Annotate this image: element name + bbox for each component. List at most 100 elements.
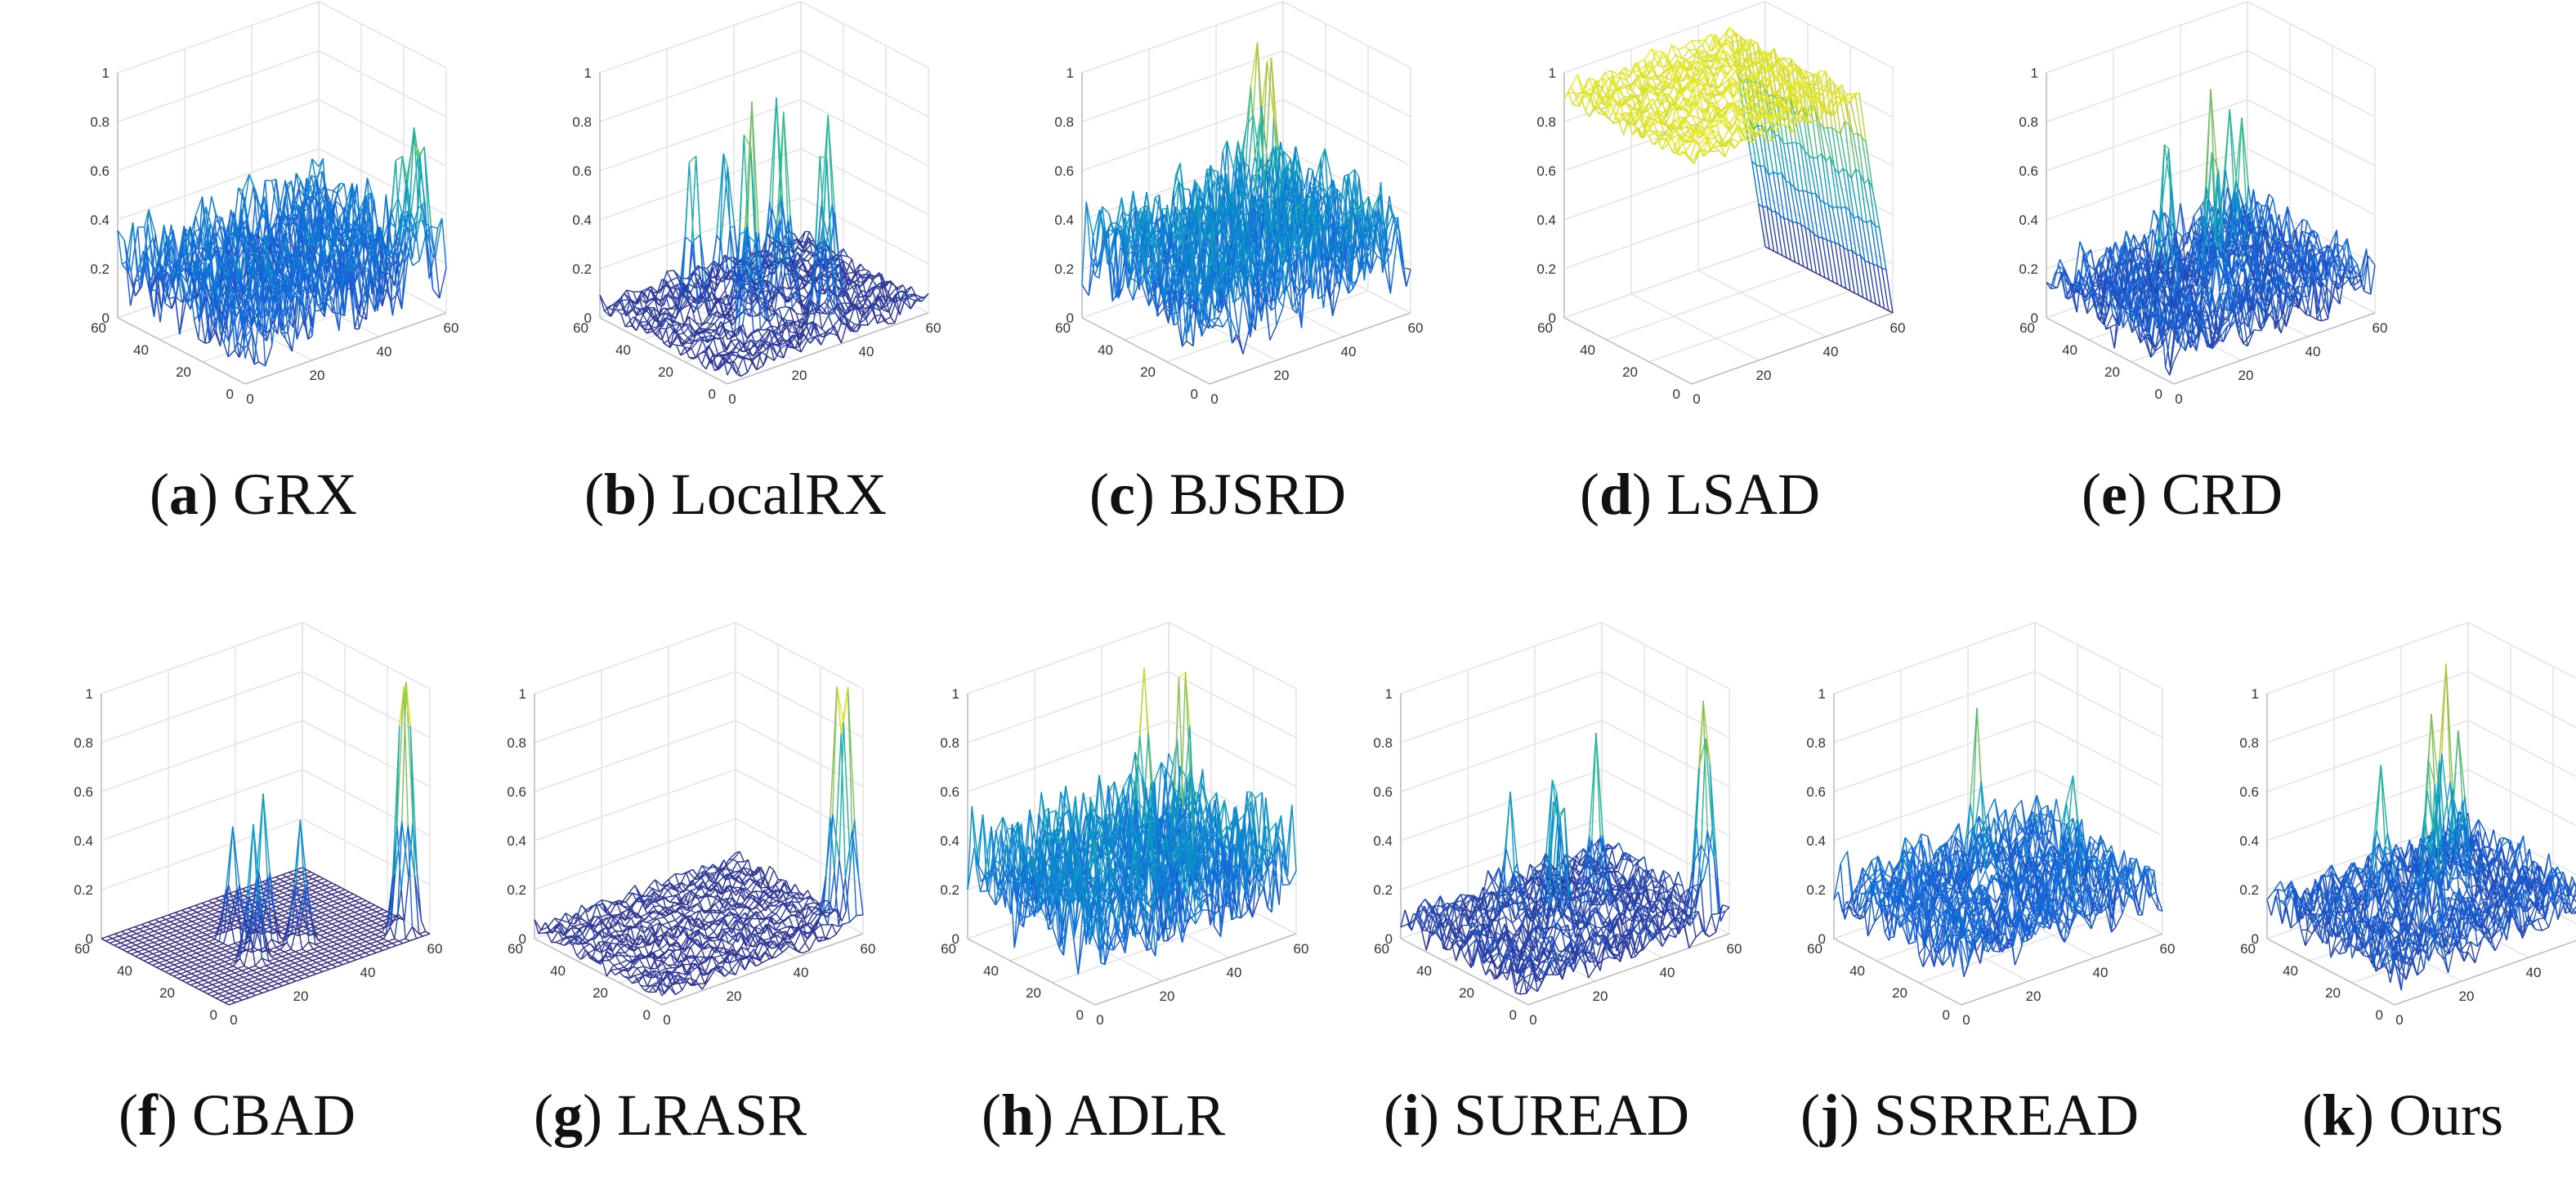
z-tick-label: 0.8: [1373, 735, 1393, 751]
caption-letter: e: [2101, 462, 2127, 527]
surface-mesh-j: [1833, 707, 2163, 977]
z-tick-label: 1: [952, 686, 959, 702]
y-tick-label: 40: [1849, 963, 1865, 979]
caption-title: BJSRD: [1169, 462, 1346, 527]
x-tick-label: 60: [444, 320, 459, 336]
surface-mesh-d: [1563, 27, 1894, 314]
x-tick-label: 0: [663, 1012, 670, 1028]
panel-g: 0 0.2 0.4 0.6 0.8 1 0 20 40 60 0 20 40 60 (g) LRASR: [433, 621, 907, 1148]
caption-title: CBAD: [192, 1082, 356, 1148]
y-tick-label: 40: [2062, 342, 2077, 358]
surface-mesh-b: [599, 97, 929, 377]
z-tick-label: 0.6: [74, 784, 93, 800]
x-tick-label: 20: [1274, 368, 1290, 383]
z-tick-label: 1: [2252, 686, 2259, 702]
caption-title: LSAD: [1666, 462, 1820, 527]
y-tick-label: 60: [1807, 941, 1822, 957]
z-tick-label: 0.2: [940, 882, 959, 898]
z-tick-label: 0.6: [1806, 784, 1826, 800]
caption-letter: f: [138, 1082, 158, 1148]
x-tick-label: 0: [1529, 1012, 1536, 1028]
caption-paren-open: (: [982, 1082, 1001, 1148]
panel-a: 0 0.2 0.4 0.6 0.8 1 0 20 40 60 0 20 40 60 (a) GRX: [16, 0, 490, 527]
z-tick-label: 1: [1818, 686, 1826, 702]
y-tick-label: 40: [2283, 963, 2298, 979]
y-tick-label: 40: [983, 963, 999, 979]
y-tick-label: 20: [2325, 985, 2341, 1001]
caption-paren-close: ): [583, 1082, 617, 1148]
panel-d: 0 0.2 0.4 0.6 0.8 1 0 20 40 60 0 20 40 60 (d) LSAD: [1463, 0, 1937, 527]
caption-title: CRD: [2162, 462, 2283, 527]
y-tick-label: 0: [2376, 1007, 2383, 1023]
y-tick-label: 60: [2240, 941, 2256, 957]
z-tick-label: 0.6: [1373, 784, 1393, 800]
z-tick-label: 0.2: [507, 882, 526, 898]
z-tick-label: 0.6: [1536, 163, 1556, 179]
y-tick-label: 0: [226, 386, 234, 402]
x-tick-label: 20: [310, 368, 325, 383]
caption-paren-close: ): [199, 462, 233, 527]
y-tick-label: 0: [1076, 1007, 1084, 1023]
caption-paren-open: (: [2302, 1082, 2322, 1148]
y-tick-label: 40: [550, 963, 566, 979]
z-tick-label: 0.4: [2239, 833, 2259, 849]
caption-h: (h) ADLR: [866, 1078, 1340, 1152]
y-tick-label: 40: [1416, 963, 1432, 979]
surface-mesh-k: [2266, 663, 2576, 991]
z-tick-label: 0.4: [572, 212, 592, 228]
z-tick-label: 0: [584, 310, 592, 326]
caption-a: (a) GRX: [16, 457, 490, 531]
y-tick-label: 20: [176, 364, 191, 380]
y-tick-label: 20: [658, 364, 673, 380]
x-tick-label: 60: [2373, 320, 2388, 336]
x-tick-label: 40: [360, 965, 376, 980]
z-tick-label: 0.8: [2239, 735, 2259, 751]
x-tick-label: 40: [1341, 344, 1357, 359]
caption-paren-open: (: [534, 1082, 553, 1148]
x-tick-label: 40: [2093, 965, 2109, 980]
z-tick-label: 0: [102, 310, 110, 326]
x-tick-label: 0: [1693, 391, 1700, 407]
caption-i: (i) SUREAD: [1299, 1078, 1773, 1152]
y-tick-label: 20: [1026, 985, 1041, 1001]
z-tick-label: 0: [2031, 310, 2038, 326]
surface-mesh-g: [534, 686, 864, 997]
caption-title: SSRREAD: [1874, 1082, 2139, 1148]
z-tick-label: 0.8: [1806, 735, 1826, 751]
x-tick-label: 0: [1096, 1012, 1103, 1028]
caption-title: LRASR: [617, 1082, 807, 1148]
caption-f: (f) CBAD: [0, 1078, 474, 1152]
caption-paren-close: ): [158, 1082, 192, 1148]
x-tick-label: 0: [2395, 1012, 2403, 1028]
z-tick-label: 0.6: [1054, 163, 1074, 179]
panel-f: 0 0.2 0.4 0.6 0.8 1 0 20 40 60 0 20 40 60 (f) CBAD: [0, 621, 474, 1148]
caption-letter: j: [1820, 1082, 1840, 1148]
caption-letter: c: [1109, 462, 1135, 527]
x-tick-label: 40: [859, 344, 874, 359]
caption-letter: b: [604, 462, 637, 527]
y-tick-label: 40: [615, 342, 631, 358]
z-tick-label: 0.2: [1373, 882, 1393, 898]
y-tick-label: 0: [643, 1007, 651, 1023]
z-tick-label: 1: [1067, 65, 1074, 81]
caption-paren-close: ): [1632, 462, 1666, 527]
z-tick-label: 0: [1549, 310, 1556, 326]
z-tick-label: 0: [952, 931, 959, 947]
panel-b: 0 0.2 0.4 0.6 0.8 1 0 20 40 60 0 20 40 60 (b) LocalRX: [499, 0, 973, 527]
z-tick-label: 0.8: [1536, 114, 1556, 130]
z-tick-label: 0.2: [2019, 261, 2038, 277]
surface-mesh-e: [2046, 89, 2376, 376]
z-tick-label: 0.2: [90, 261, 110, 277]
z-tick-label: 0: [1067, 310, 1074, 326]
y-tick-label: 40: [133, 342, 149, 358]
z-tick-label: 0.6: [507, 784, 526, 800]
z-tick-label: 0.2: [1054, 261, 1074, 277]
x-tick-label: 0: [246, 391, 253, 407]
